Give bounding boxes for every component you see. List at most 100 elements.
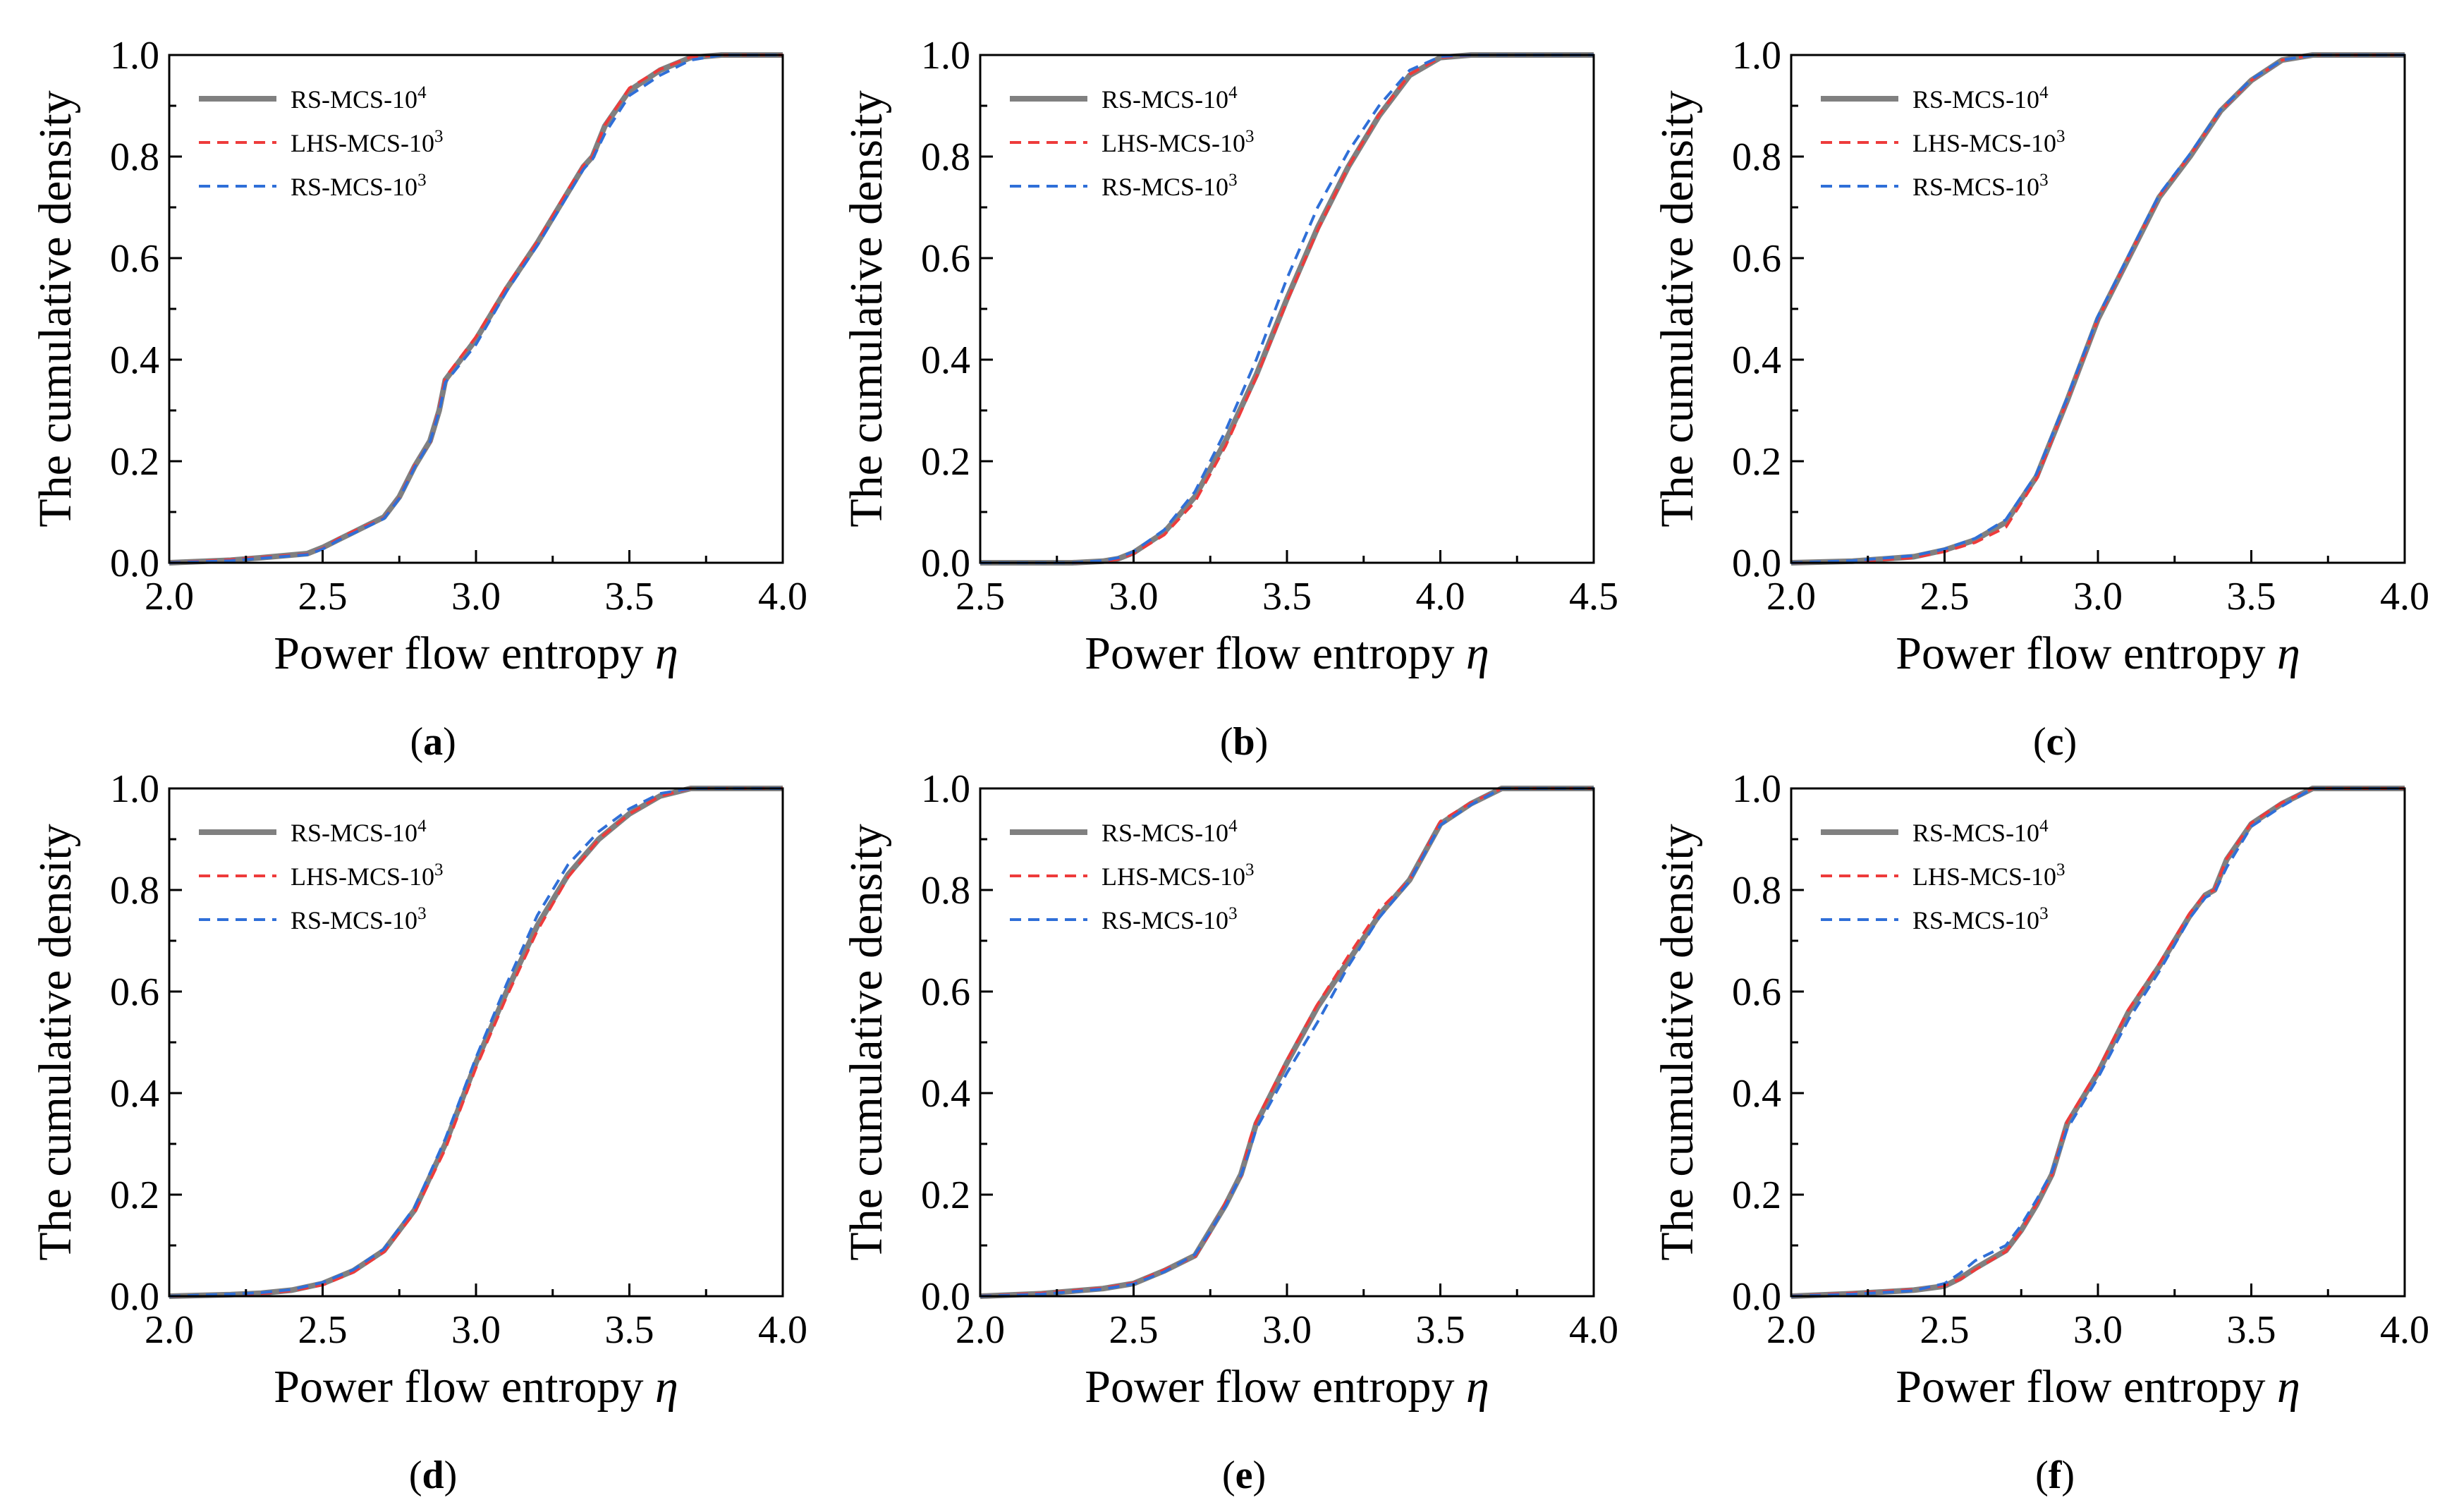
panel-letter: (d) <box>409 1453 457 1497</box>
y-tick-label: 0.6 <box>1732 237 1781 281</box>
panel-letter: (f) <box>2035 1453 2075 1497</box>
x-axis-title: Power flow entropy η <box>274 628 678 679</box>
series-line-rs-mcs-1e3 <box>980 54 1594 564</box>
series-line-rs-mcs-1e4 <box>980 786 1594 1299</box>
x-tick-label: 2.0 <box>956 1308 1005 1352</box>
y-tick-label: 0.4 <box>1732 339 1781 382</box>
x-axis-title: Power flow entropy η <box>274 1361 678 1413</box>
y-axis-title: The cumulative density <box>30 824 81 1261</box>
chart-panel-b: 2.5 3.0 3.5 4.0 4.5 0.0 0.2 0.4 0.6 0.8 1.0 Power f… <box>841 34 1618 764</box>
y-tick-label: 1.0 <box>921 767 970 811</box>
plot-frame <box>979 54 1595 564</box>
legend-label-1: LHS-MCS-103 <box>1912 127 2065 157</box>
chart-panel-d: 2.0 2.5 3.0 3.5 4.0 0.0 0.2 0.4 0.6 0.8 1.0 Power f… <box>30 767 807 1497</box>
x-tick-label: 3.0 <box>451 575 501 618</box>
x-tick-label: 2.0 <box>145 575 194 618</box>
legend-label-2: RS-MCS-103 <box>1912 904 2049 934</box>
x-tick-label: 2.5 <box>298 1308 348 1352</box>
x-axis-title: Power flow entropy η <box>1896 628 2300 679</box>
x-tick-label: 3.5 <box>605 1308 654 1352</box>
legend: RS-MCS-104 LHS-MCS-103 RS-MCS-103 <box>199 83 444 201</box>
y-tick-label: 0.4 <box>1732 1072 1781 1116</box>
y-tick-label: 0.2 <box>921 1173 970 1217</box>
y-tick-label: 0.2 <box>110 440 159 484</box>
series-line-rs-mcs-1e4 <box>1790 52 2405 566</box>
y-tick-label: 0.6 <box>110 237 159 281</box>
series-line-rs-mcs-1e3 <box>169 54 783 564</box>
legend-label-2: RS-MCS-103 <box>1102 904 1238 934</box>
x-tick-label: 4.0 <box>2380 1308 2429 1352</box>
series-line-lhs-mcs-1e3 <box>980 54 1594 564</box>
legend-label-1: LHS-MCS-103 <box>1102 860 1255 891</box>
y-tick-label: 0.8 <box>921 135 970 179</box>
y-tick-label: 0.6 <box>921 237 970 281</box>
series-line-rs-mcs-1e4 <box>1790 786 2405 1299</box>
y-tick-label: 0.4 <box>110 339 159 382</box>
legend-label-1: LHS-MCS-103 <box>1102 127 1255 157</box>
panel-letter: (a) <box>410 720 456 764</box>
y-tick-label: 0.2 <box>921 440 970 484</box>
x-tick-label: 2.0 <box>1766 575 1816 618</box>
x-tick-label: 4.0 <box>1416 575 1465 618</box>
y-tick-label: 0.0 <box>921 542 970 585</box>
plot-frame <box>168 787 784 1298</box>
x-tick-label: 2.5 <box>1920 575 1970 618</box>
x-tick-label: 2.0 <box>145 1308 194 1352</box>
y-axis-title: The cumulative density <box>1652 824 1703 1261</box>
legend-label-0: RS-MCS-104 <box>1912 817 2049 847</box>
series-line-rs-mcs-1e4 <box>169 786 783 1299</box>
chart-panel-f: 2.0 2.5 3.0 3.5 4.0 0.0 0.2 0.4 0.6 0.8 1.0 Power f… <box>1652 767 2429 1497</box>
x-tick-label: 2.5 <box>956 575 1005 618</box>
x-tick-label: 4.0 <box>2380 575 2429 618</box>
x-tick-label: 2.0 <box>1766 1308 1816 1352</box>
y-tick-label: 1.0 <box>110 34 159 78</box>
x-tick-label: 3.0 <box>2073 1308 2123 1352</box>
series-line-rs-mcs-1e3 <box>1790 54 2405 564</box>
legend-label-0: RS-MCS-104 <box>291 83 427 114</box>
legend: RS-MCS-104 LHS-MCS-103 RS-MCS-103 <box>199 817 444 934</box>
series-line-rs-mcs-1e3 <box>980 787 1594 1298</box>
y-tick-label: 1.0 <box>1732 34 1781 78</box>
y-axis-title: The cumulative density <box>30 90 81 528</box>
legend-label-0: RS-MCS-104 <box>1912 83 2049 114</box>
legend-label-2: RS-MCS-103 <box>1912 171 2049 201</box>
x-tick-label: 3.5 <box>605 575 654 618</box>
chart-panel-c: 2.0 2.5 3.0 3.5 4.0 0.0 0.2 0.4 0.6 0.8 1.0 Power f… <box>1652 34 2429 764</box>
series-line-rs-mcs-1e3 <box>1790 787 2405 1298</box>
series-line-rs-mcs-1e4 <box>980 52 1594 566</box>
y-tick-label: 1.0 <box>921 34 970 78</box>
chart-panel-e: 2.0 2.5 3.0 3.5 4.0 0.0 0.2 0.4 0.6 0.8 1.0 Power f… <box>841 767 1618 1497</box>
legend: RS-MCS-104 LHS-MCS-103 RS-MCS-103 <box>1821 817 2065 934</box>
panel-letter: (b) <box>1220 720 1268 764</box>
chart-panel-a: 2.0 2.5 3.0 3.5 4.0 0.0 0.2 0.4 0.6 0.8 1.0 Power f… <box>30 34 807 764</box>
y-tick-label: 0.0 <box>110 542 159 585</box>
x-tick-label: 4.0 <box>1569 1308 1618 1352</box>
plot-frame <box>1790 787 2406 1298</box>
y-tick-label: 1.0 <box>110 767 159 811</box>
legend: RS-MCS-104 LHS-MCS-103 RS-MCS-103 <box>1010 83 1255 201</box>
y-tick-label: 1.0 <box>1732 767 1781 811</box>
legend-label-1: LHS-MCS-103 <box>291 860 444 891</box>
panel-letter: (c) <box>2033 720 2077 764</box>
x-tick-label: 3.0 <box>1109 575 1159 618</box>
x-tick-label: 3.5 <box>1262 575 1312 618</box>
series-line-lhs-mcs-1e3 <box>169 787 783 1298</box>
y-tick-label: 0.0 <box>921 1275 970 1319</box>
x-tick-label: 3.5 <box>2227 1308 2276 1352</box>
y-tick-label: 0.8 <box>921 869 970 913</box>
plot-frame <box>1790 54 2406 564</box>
legend-label-2: RS-MCS-103 <box>291 904 427 934</box>
y-tick-label: 0.4 <box>921 1072 970 1116</box>
legend-label-2: RS-MCS-103 <box>1102 171 1238 201</box>
y-tick-label: 0.8 <box>1732 869 1781 913</box>
y-tick-label: 0.0 <box>110 1275 159 1319</box>
series-line-lhs-mcs-1e3 <box>980 787 1594 1298</box>
series-line-lhs-mcs-1e3 <box>1790 54 2405 564</box>
legend: RS-MCS-104 LHS-MCS-103 RS-MCS-103 <box>1821 83 2065 201</box>
x-tick-label: 3.0 <box>1262 1308 1312 1352</box>
x-axis-title: Power flow entropy η <box>1085 1361 1489 1413</box>
y-tick-label: 0.8 <box>110 869 159 913</box>
x-tick-label: 2.5 <box>1109 1308 1159 1352</box>
x-tick-label: 3.0 <box>451 1308 501 1352</box>
legend: RS-MCS-104 LHS-MCS-103 RS-MCS-103 <box>1010 817 1255 934</box>
